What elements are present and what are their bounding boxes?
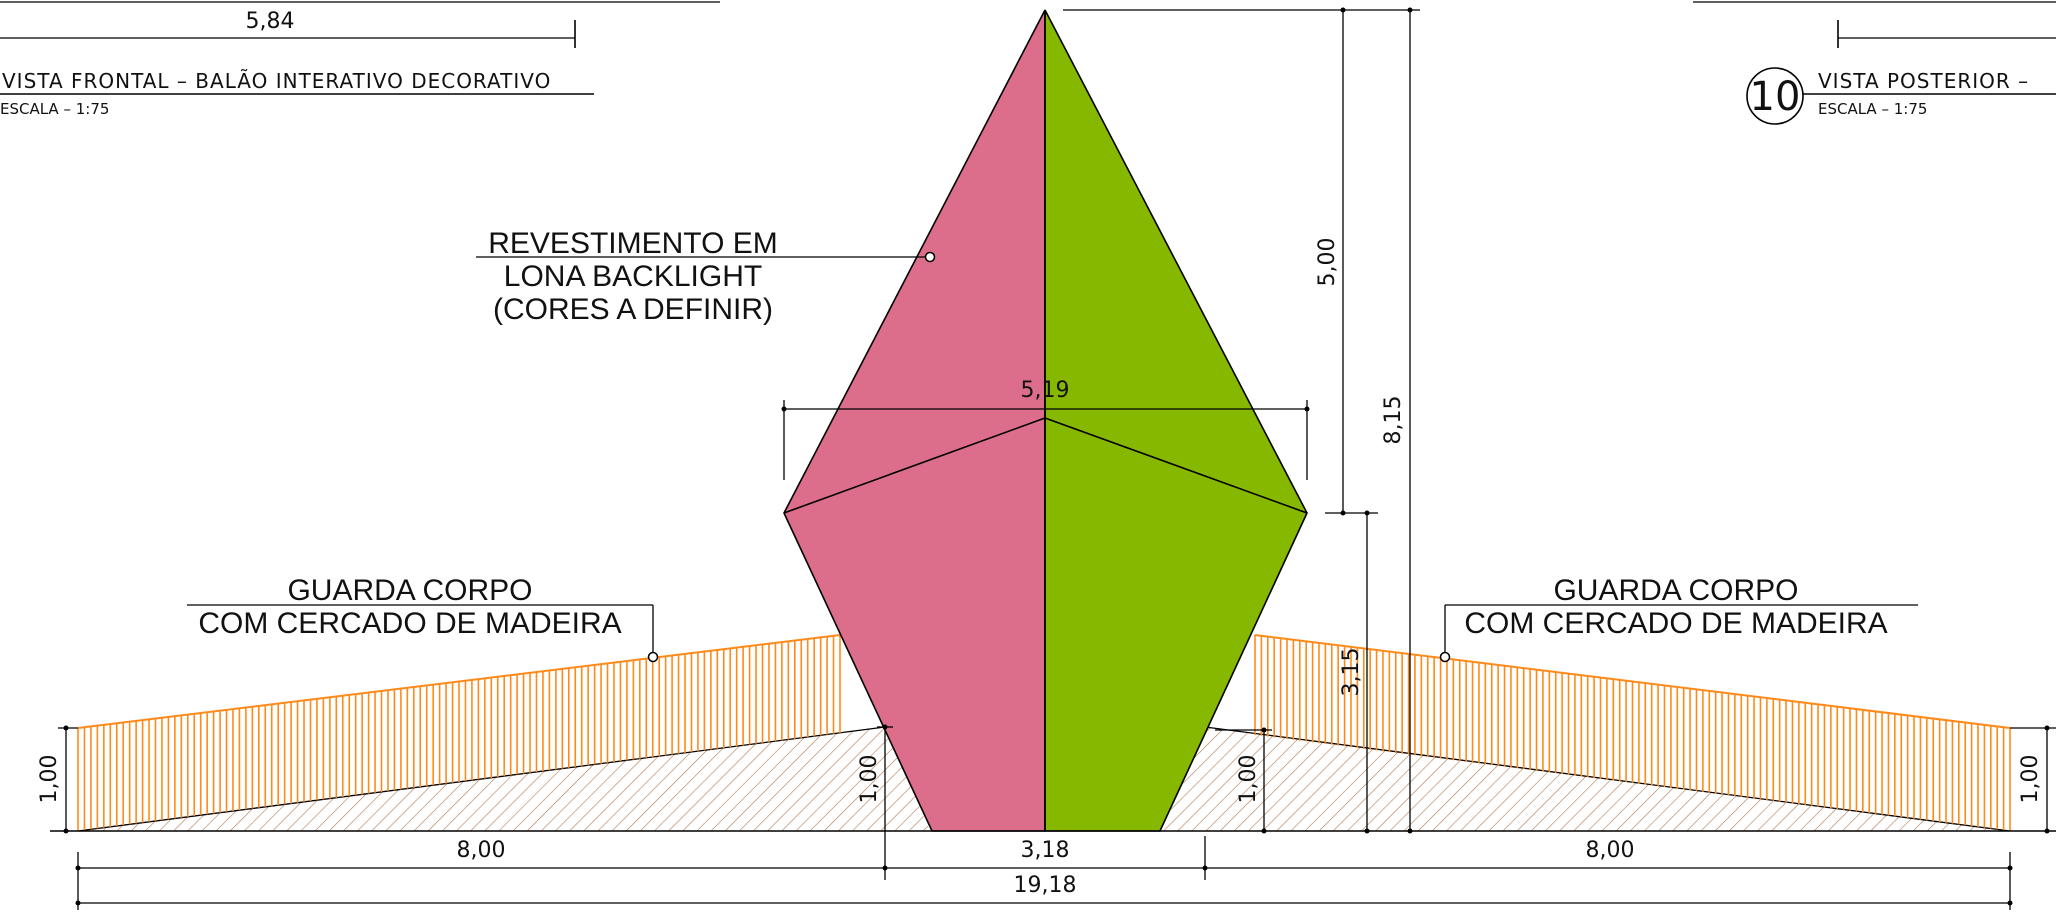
dimension-lines: 5,19 5,00 8,15 3,15 1,00 1,00: [37, 7, 2056, 910]
view-number-circle: [1746, 67, 1804, 125]
dim-lower-height: 3,15: [1339, 648, 1364, 697]
callout-railing-right-line2: COM CERCADO DE MADEIRA: [1464, 607, 1887, 640]
rear-view-scale: ESCALA – 1:75: [1818, 100, 1927, 118]
dim-center-length: 3,18: [1021, 838, 1070, 863]
callout-railing-right: GUARDA CORPO COM CERCADO DE MADEIRA: [1439, 574, 1918, 663]
dim-left-length: 8,00: [457, 838, 506, 863]
callout-railing-left: GUARDA CORPO COM CERCADO DE MADEIRA: [187, 574, 659, 663]
callout-railing-right-line1: GUARDA CORPO: [1553, 574, 1798, 607]
callout-covering-line1: REVESTIMENTO EM: [488, 227, 777, 260]
dim-inner-right-height: 1,00: [1236, 755, 1261, 804]
front-view-title-block: 5,84 VISTA FRONTAL – BALÃO INTERATIVO DE…: [0, 1, 720, 118]
front-view-scale: ESCALA – 1:75: [0, 100, 109, 118]
rear-view-title-block: 10 VISTA POSTERIOR – ESCALA – 1:75: [1693, 1, 2056, 125]
front-view-title: VISTA FRONTAL – BALÃO INTERATIVO DECORAT…: [2, 69, 551, 93]
dim-railing-right-height: 1,00: [2018, 755, 2043, 804]
dim-overall-length: 19,18: [1014, 873, 1077, 898]
dim-upper-height: 5,00: [1315, 238, 1340, 287]
railing-slat: [77, 634, 841, 729]
callout-covering-line3: (CORES A DEFINIR): [493, 293, 773, 326]
callout-railing-left-line2: COM CERCADO DE MADEIRA: [198, 607, 621, 640]
callout-covering: REVESTIMENTO EM LONA BACKLIGHT (CORES A …: [476, 227, 936, 326]
dim-inner-left-height: 1,00: [857, 755, 882, 804]
callout-covering-line2: LONA BACKLIGHT: [504, 260, 762, 293]
dim-right-length: 8,00: [1586, 838, 1635, 863]
front-top-dimension: 5,84: [246, 9, 295, 34]
rear-view-number: 10: [1750, 74, 1801, 120]
rear-view-title: VISTA POSTERIOR –: [1818, 69, 2029, 93]
balloon-left-half: [783, 9, 1046, 832]
dim-railing-left-height: 1,00: [37, 755, 62, 804]
callout-railing-left-line1: GUARDA CORPO: [287, 574, 532, 607]
dim-total-height: 8,15: [1381, 396, 1406, 445]
dim-balloon-width: 5,19: [1021, 378, 1070, 403]
left-railing: [77, 634, 841, 831]
balloon: [783, 9, 1308, 832]
right-railing: [1254, 634, 2011, 831]
railing-slat: [1254, 634, 2011, 729]
